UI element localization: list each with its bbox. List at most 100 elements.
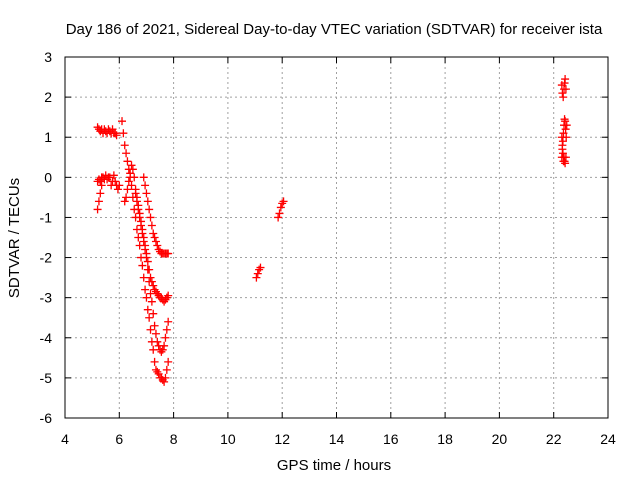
data-point <box>146 273 155 282</box>
data-point <box>118 117 127 126</box>
x-tick-label: 22 <box>546 431 562 447</box>
y-axis: -6 -5 -4 -3 -2 -1 0 1 2 3 <box>40 49 608 426</box>
data-point <box>123 185 132 194</box>
x-tick-label: 12 <box>274 431 290 447</box>
data-point <box>127 181 136 190</box>
data-point <box>161 373 170 382</box>
data-point <box>112 131 121 140</box>
y-axis-label: SDTVAR / TECUs <box>6 178 23 298</box>
data-point <box>256 263 265 272</box>
data-point <box>124 177 133 186</box>
data-point <box>146 289 155 298</box>
series-track-g <box>139 173 173 258</box>
data-point <box>134 201 143 210</box>
data-point <box>126 169 135 178</box>
data-point <box>153 289 162 298</box>
series-track-f <box>131 189 173 306</box>
y-tick-label: -4 <box>40 330 53 346</box>
data-point <box>142 189 151 198</box>
data-point <box>135 209 144 218</box>
data-point <box>151 287 160 296</box>
series-track-h <box>252 263 265 282</box>
data-point <box>274 213 283 222</box>
data-point <box>252 273 261 282</box>
data-point <box>145 265 154 274</box>
data-point <box>559 129 568 138</box>
data-point <box>93 123 102 132</box>
data-point <box>149 281 158 290</box>
data-point <box>147 221 156 230</box>
data-point <box>146 213 155 222</box>
data-point <box>94 197 103 206</box>
data-point <box>276 203 285 212</box>
data-point <box>149 229 158 238</box>
data-point <box>561 117 570 126</box>
data-point <box>153 241 162 250</box>
x-tick-label: 4 <box>61 431 69 447</box>
data-point <box>150 233 159 242</box>
data-point <box>561 85 570 94</box>
x-tick-label: 16 <box>383 431 399 447</box>
data-point <box>122 193 131 202</box>
data-point <box>119 129 128 138</box>
data-point <box>143 257 152 266</box>
data-point <box>160 297 169 306</box>
x-tick-label: 10 <box>220 431 236 447</box>
data-point <box>96 177 105 186</box>
data-point <box>145 313 154 322</box>
data-point <box>160 377 169 386</box>
data-point <box>97 181 106 190</box>
data-point <box>557 133 566 142</box>
data-point <box>149 309 158 318</box>
data-point <box>162 325 171 334</box>
data-point <box>150 321 159 330</box>
data-point <box>131 189 140 198</box>
data-point <box>154 245 163 254</box>
data-point <box>142 293 151 302</box>
data-point <box>111 177 120 186</box>
data-point <box>164 291 173 300</box>
series-track-c <box>93 181 106 214</box>
y-tick-label: 2 <box>44 89 52 105</box>
data-point <box>141 285 150 294</box>
data-point <box>275 209 284 218</box>
data-point <box>150 357 159 366</box>
data-point <box>164 249 173 258</box>
data-point <box>142 249 151 258</box>
y-tick-label: -6 <box>40 410 53 426</box>
data-point <box>162 293 171 302</box>
data-point <box>141 241 150 250</box>
data-point <box>138 261 147 270</box>
data-point <box>161 333 170 342</box>
data-point <box>158 345 167 354</box>
x-axis: 4 6 8 10 12 14 16 18 20 22 24 <box>61 57 616 447</box>
data-point <box>151 329 160 338</box>
data-point <box>146 325 155 334</box>
data-point <box>164 317 173 326</box>
data-point <box>130 173 139 182</box>
series-track-l <box>557 133 570 168</box>
data-point <box>105 173 114 182</box>
series-track-a <box>93 123 121 140</box>
y-tick-label: -1 <box>40 209 53 225</box>
data-point <box>151 237 160 246</box>
x-tick-label: 14 <box>329 431 345 447</box>
data-point <box>561 159 570 168</box>
data-points <box>93 75 571 386</box>
data-point <box>562 121 571 130</box>
data-point <box>558 141 567 150</box>
data-point <box>558 149 567 158</box>
y-tick-label: -2 <box>40 250 53 266</box>
data-point <box>561 125 570 134</box>
data-point <box>162 365 171 374</box>
data-point <box>138 225 147 234</box>
data-point <box>93 205 102 214</box>
grid-lines <box>65 57 608 418</box>
data-point <box>151 365 160 374</box>
data-point <box>143 305 152 314</box>
data-point <box>558 89 567 98</box>
data-point <box>109 171 118 180</box>
data-point <box>255 265 264 274</box>
data-point <box>113 185 122 194</box>
